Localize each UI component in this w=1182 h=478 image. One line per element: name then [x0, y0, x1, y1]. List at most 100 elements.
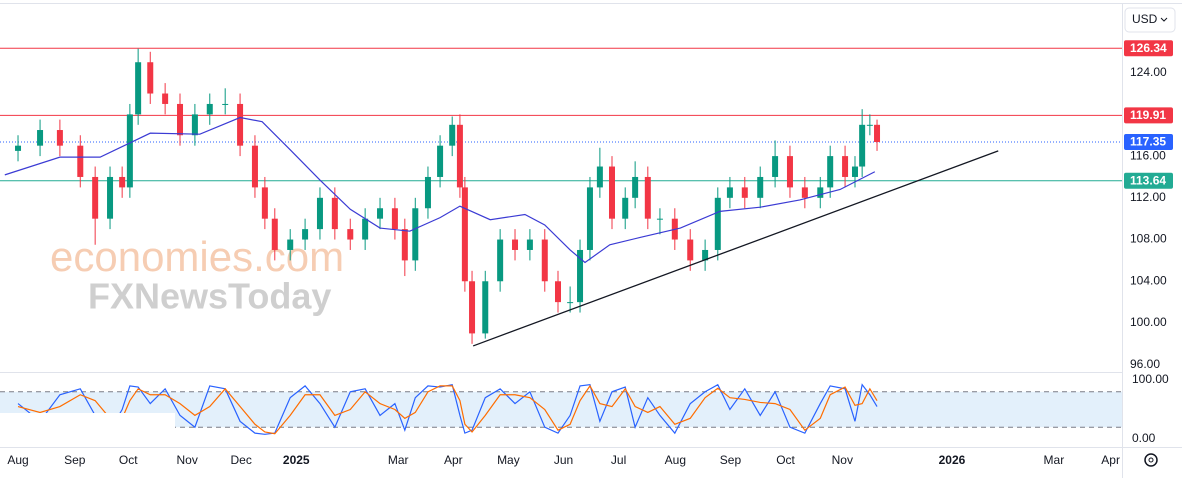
candle-body: [191, 114, 198, 136]
currency-button[interactable]: [1124, 7, 1176, 33]
x-tick-label: May: [497, 453, 520, 467]
moving-average: [4, 116, 876, 264]
candle-body: [741, 187, 748, 198]
dropdown-arrow[interactable]: [1160, 17, 1168, 22]
x-tick-label: Oct: [776, 453, 795, 467]
candle-body: [866, 124, 873, 126]
y-tick-label: 108.00: [1130, 232, 1167, 246]
overlay-box: [0, 413, 175, 443]
candle-body: [512, 239, 519, 250]
candle-body: [135, 62, 142, 115]
candle-body: [56, 130, 63, 146]
y-tick-label: 96.00: [1130, 357, 1160, 371]
gear-center[interactable]: [1148, 457, 1154, 463]
price-label-box: [1124, 134, 1173, 151]
candle-body: [622, 197, 629, 219]
candle-body: [632, 176, 639, 198]
candle-body: [687, 239, 694, 261]
candle-body: [817, 187, 824, 198]
candle-body: [15, 145, 22, 151]
candle-body: [331, 197, 338, 230]
candle-body: [177, 103, 184, 136]
candle-body: [526, 239, 533, 250]
candle-body: [554, 281, 561, 303]
candle-body: [261, 187, 268, 219]
price-label: 113.64: [1130, 173, 1166, 187]
candle-body: [786, 156, 793, 188]
candle-body: [482, 281, 489, 334]
candle-body: [596, 166, 603, 188]
x-tick-label: Apr: [444, 453, 463, 467]
currency-selector[interactable]: USD: [1124, 7, 1176, 33]
x-tick-label: Nov: [832, 453, 853, 467]
y-tick-label: 104.00: [1130, 273, 1167, 287]
candle-body: [107, 176, 114, 219]
candle-body: [851, 166, 858, 177]
x-tick-label: Aug: [7, 453, 28, 467]
currency-label[interactable]: USD: [1132, 12, 1158, 26]
x-tick-label: Mar: [388, 453, 409, 467]
trendline: [472, 150, 999, 347]
x-tick-label: 2026: [939, 453, 966, 467]
candle-body: [391, 208, 398, 230]
gear-icon[interactable]: [1144, 453, 1158, 467]
candle-body: [772, 156, 779, 177]
candle-body: [251, 145, 258, 188]
candle-body: [541, 239, 548, 282]
candle-body: [37, 130, 44, 146]
watermark-text: economies.com: [50, 233, 344, 280]
y-tick-label: 112.00: [1130, 190, 1166, 204]
x-tick-label: Apr: [1101, 453, 1120, 467]
watermark-text: FXNewsToday: [88, 276, 331, 317]
x-tick-label: Sep: [64, 453, 86, 467]
candle-body: [119, 176, 126, 188]
candle-body: [449, 124, 456, 146]
candle-body: [147, 62, 154, 94]
y-tick-label: 124.00: [1130, 65, 1167, 79]
candle-body: [757, 176, 764, 198]
candle-body: [92, 176, 99, 219]
candle-body: [126, 114, 133, 188]
x-tick-label: Dec: [231, 453, 252, 467]
candle-body: [456, 124, 463, 188]
x-tick-label: 2025: [283, 453, 310, 467]
x-tick-label: Nov: [177, 453, 198, 467]
candle-body: [162, 93, 169, 104]
x-tick-label: Jul: [611, 453, 626, 467]
candle-body: [302, 229, 309, 240]
y-tick-label: 0.00: [1132, 431, 1156, 445]
x-tick-label: Mar: [1044, 453, 1065, 467]
candle-body: [424, 176, 431, 209]
candle-body: [347, 229, 354, 240]
candle-body: [412, 208, 419, 261]
price-label: 126.34: [1130, 41, 1167, 55]
y-tick-label: 100.00: [1132, 372, 1169, 386]
price-label: 117.35: [1130, 135, 1166, 149]
candle-body: [469, 281, 476, 334]
candle-body: [222, 103, 229, 105]
candle-body: [362, 218, 369, 240]
price-label-box: [1124, 107, 1173, 124]
price-label-box: [1124, 172, 1173, 189]
stoch-line: [17, 384, 878, 435]
candle-body: [206, 103, 213, 115]
candle-body: [237, 103, 244, 146]
candle-body: [377, 208, 384, 219]
x-tick-label: Oct: [119, 453, 138, 467]
candle-body: [437, 145, 444, 177]
candle-body: [714, 197, 721, 250]
candle-body: [77, 145, 84, 177]
candle-body: [801, 187, 808, 198]
candle-body: [461, 187, 468, 282]
candle-body: [567, 302, 574, 304]
candle-body: [874, 124, 881, 143]
candle-body: [586, 187, 593, 250]
candle-body: [827, 156, 834, 188]
candle-body: [316, 197, 323, 230]
price-label-box: [1124, 40, 1173, 57]
settings-button[interactable]: [1144, 453, 1158, 467]
candle-body: [644, 176, 651, 219]
candle-body: [287, 239, 294, 250]
